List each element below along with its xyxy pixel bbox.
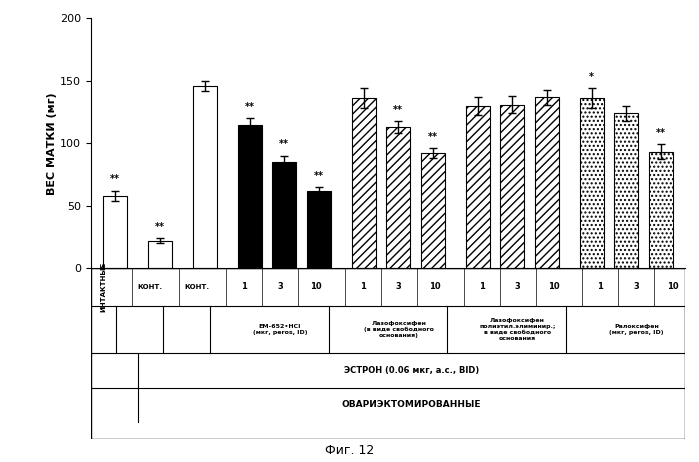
Bar — [352, 98, 376, 268]
Text: ЕМ-652•НСI
(мкг, рeros, ID): ЕМ-652•НСI (мкг, рeros, ID) — [252, 324, 307, 335]
Bar — [148, 241, 172, 268]
Text: *: * — [589, 72, 594, 82]
Bar — [535, 97, 559, 268]
Text: 10: 10 — [548, 282, 559, 291]
Text: 3: 3 — [633, 282, 640, 291]
Text: КОНТ.: КОНТ. — [185, 284, 210, 290]
Bar — [614, 113, 638, 268]
Text: Ралоксифен
(мкг, рeros, ID): Ралоксифен (мкг, рeros, ID) — [609, 324, 663, 335]
Text: **: ** — [428, 132, 438, 142]
Text: 1: 1 — [360, 282, 366, 291]
Y-axis label: ВЕС МАТКИ (мг): ВЕС МАТКИ (мг) — [48, 92, 57, 195]
Bar — [466, 106, 490, 268]
Text: **: ** — [245, 102, 254, 112]
Text: 1: 1 — [479, 282, 484, 291]
Text: 3: 3 — [277, 282, 283, 291]
Text: **: ** — [280, 140, 289, 150]
Bar — [238, 125, 262, 268]
Bar — [579, 98, 604, 268]
Text: **: ** — [314, 170, 324, 181]
Bar — [103, 195, 127, 268]
Text: 3: 3 — [396, 282, 402, 291]
Text: 1: 1 — [598, 282, 603, 291]
Text: **: ** — [394, 104, 403, 115]
Text: ЭСТРОН (0.06 мкг, а.с., BID): ЭСТРОН (0.06 мкг, а.с., BID) — [344, 366, 479, 375]
Text: 10: 10 — [667, 282, 678, 291]
Text: 10: 10 — [429, 282, 440, 291]
Text: КОНТ.: КОНТ. — [138, 284, 163, 290]
Text: **: ** — [110, 174, 120, 184]
Text: **: ** — [155, 222, 165, 232]
Text: Лазофоксифен
(в виде свободного
основания): Лазофоксифен (в виде свободного основани… — [363, 321, 433, 338]
Text: ОВАРИЭКТОМИРОВАННЫЕ: ОВАРИЭКТОМИРОВАННЫЕ — [342, 400, 481, 409]
Bar — [500, 104, 524, 268]
Bar — [307, 191, 331, 268]
Bar — [387, 127, 410, 268]
Bar — [421, 153, 445, 268]
Text: **: ** — [656, 128, 666, 138]
Text: Фиг. 12: Фиг. 12 — [325, 444, 374, 457]
Text: Лазофоксифен
полиэтил.элиминир.;
в виде свободного
основания: Лазофоксифен полиэтил.элиминир.; в виде … — [480, 318, 556, 340]
Text: 1: 1 — [241, 282, 247, 291]
Bar — [272, 162, 296, 268]
Text: 3: 3 — [514, 282, 521, 291]
Bar — [193, 86, 217, 268]
Bar — [649, 152, 673, 268]
Text: ИНТАКТНЫЕ: ИНТАКТНЫЕ — [101, 261, 106, 312]
Text: 10: 10 — [310, 282, 322, 291]
